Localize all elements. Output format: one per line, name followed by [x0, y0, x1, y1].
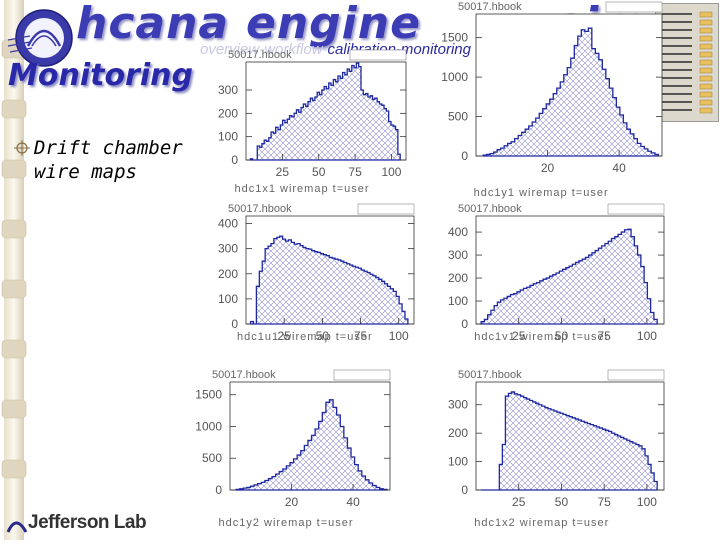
- x-tick-label: 50: [555, 495, 569, 509]
- y-tick-label: 200: [218, 106, 238, 120]
- y-tick-label: 0: [461, 317, 468, 331]
- y-tick-label: 200: [448, 426, 468, 440]
- y-tick-label: 0: [231, 153, 238, 167]
- x-tick-label: 50: [555, 329, 569, 343]
- x-tick-label: 75: [348, 165, 362, 179]
- histogram-svg: 50017.hbook 0 100 200 300 400 25 50 75 100 hdc1v1 …: [448, 203, 665, 343]
- stats-box: [607, 203, 665, 215]
- nav-monitoring[interactable]: monitoring: [400, 41, 471, 58]
- crosshair-bullet-icon: [14, 140, 30, 156]
- y-tick-label: 500: [202, 451, 222, 465]
- histogram-panel: 50017.hbook 0 100 200 300 400 25 50 75 100 hdc1u1 …: [196, 200, 426, 380]
- histogram-header-label: 50017.hbook: [458, 203, 522, 215]
- x-tick-label: 75: [598, 495, 612, 509]
- stats-box: [333, 369, 391, 381]
- histogram-bars: [249, 235, 409, 325]
- y-tick-label: 1500: [441, 31, 468, 45]
- histogram-header-label: 50017.hbook: [212, 369, 276, 381]
- y-tick-label: 300: [448, 398, 468, 412]
- histogram-panel: 50017.hbook 0 500 1000 1500 20 40 hdc1y2 wirema…: [180, 366, 410, 546]
- footer-lab-name: Jefferson Lab: [28, 512, 147, 533]
- stats-box: [607, 369, 665, 381]
- histogram-bars: [481, 391, 658, 491]
- y-tick-label: 200: [218, 267, 238, 281]
- x-tick-label: 100: [381, 165, 401, 179]
- x-tick-label: 100: [637, 329, 657, 343]
- x-tick-label: 25: [512, 495, 526, 509]
- y-tick-label: 300: [218, 242, 238, 256]
- decorative-column: [1, 0, 27, 540]
- x-tick-label: 20: [541, 161, 555, 175]
- nav-overview[interactable]: overview: [200, 41, 260, 58]
- y-tick-label: 400: [448, 225, 468, 239]
- y-tick-label: 1000: [441, 70, 468, 84]
- y-tick-label: 0: [215, 483, 222, 497]
- y-tick-label: 0: [231, 317, 238, 331]
- histogram-panel: 50017.hbook 0 500 1000 1500 20 40 hdc1y1 wirema…: [432, 0, 663, 199]
- histogram-bars: [249, 62, 401, 161]
- histogram-bars: [235, 399, 388, 491]
- nav-workflow[interactable]: workflow: [264, 41, 323, 58]
- stats-box: [349, 49, 407, 61]
- y-tick-label: 0: [461, 149, 468, 163]
- histogram-title: hdc1u1 wiremap t=user: [237, 331, 373, 343]
- histogram-svg: 50017.hbook 0 100 200 300 25 50 75 100 hdc1x1 wir…: [218, 49, 407, 195]
- x-tick-label: 40: [612, 161, 626, 175]
- y-tick-label: 400: [218, 217, 238, 231]
- histogram-title: hdc1x2 wiremap t=user: [474, 517, 609, 529]
- bullet-text: Drift chamber wire maps: [34, 137, 183, 183]
- histogram-bars: [480, 228, 658, 325]
- histogram-header-label: 50017.hbook: [458, 1, 522, 13]
- y-tick-label: 500: [448, 110, 468, 124]
- histogram-title: hdc1y1 wiremap t=user: [474, 187, 609, 199]
- x-tick-label: 20: [285, 495, 299, 509]
- lab-seal-logo: [7, 9, 73, 67]
- x-tick-label: 100: [389, 329, 409, 343]
- header-word-hcana: hcana: [76, 0, 230, 49]
- y-tick-label: 100: [448, 294, 468, 308]
- x-tick-label: 75: [598, 329, 612, 343]
- histogram-svg: 50017.hbook 0 500 1000 1500 20 40 hdc1y2 wirema…: [195, 369, 391, 529]
- slide-title: Monitoring: [8, 58, 193, 93]
- x-tick-label: 25: [512, 329, 526, 343]
- y-tick-label: 1000: [195, 419, 222, 433]
- histogram-svg: 50017.hbook 0 100 200 300 400 25 50 75 100 hdc1u1 …: [218, 203, 415, 343]
- stats-box: [357, 203, 415, 215]
- x-tick-label: 50: [312, 165, 326, 179]
- y-tick-label: 300: [218, 83, 238, 97]
- x-tick-label: 40: [346, 495, 360, 509]
- histogram-panel: 50017.hbook 0 100 200 300 25 50 75 100 hdc1x2 wir…: [432, 366, 665, 546]
- y-tick-label: 200: [448, 271, 468, 285]
- stats-box: [605, 1, 663, 13]
- nav-sep: -: [395, 41, 401, 58]
- y-tick-label: 100: [218, 130, 238, 144]
- header-word-engine: engine: [246, 0, 421, 49]
- x-tick-label: 50: [316, 329, 330, 343]
- histogram-header-label: 50017.hbook: [228, 49, 292, 61]
- section-nav: overview-workflow-calibration-monitoring: [200, 41, 471, 58]
- histogram-panel: 50017.hbook 0 100 200 300 400 25 50 75 100 hdc1v1 …: [432, 200, 665, 380]
- control-panel-thumbnail: [655, 3, 719, 122]
- y-tick-label: 100: [448, 455, 468, 469]
- histogram-panel: 50017.hbook 0 100 200 300 25 50 75 100 hdc1x1 wir…: [196, 44, 426, 224]
- histogram-header-label: 50017.hbook: [228, 203, 292, 215]
- histogram-header-label: 50017.hbook: [458, 369, 522, 381]
- x-tick-label: 75: [354, 329, 368, 343]
- x-tick-label: 100: [637, 495, 657, 509]
- y-tick-label: 1500: [195, 388, 222, 402]
- x-tick-label: 25: [276, 165, 290, 179]
- histogram-title: hdc1y2 wiremap t=user: [218, 517, 353, 529]
- y-tick-label: 300: [448, 248, 468, 262]
- y-tick-label: 0: [461, 483, 468, 497]
- nav-sep: -: [259, 41, 265, 58]
- x-tick-label: 25: [278, 329, 292, 343]
- histogram-bars: [482, 27, 660, 157]
- histogram-title: hdc1v1 wiremap t=user: [474, 331, 609, 343]
- histogram-title: hdc1x1 wiremap t=user: [234, 183, 369, 195]
- nav-sep: -: [322, 41, 328, 58]
- y-tick-label: 100: [218, 292, 238, 306]
- histogram-svg: 50017.hbook 0 100 200 300 25 50 75 100 hdc1x2 wir…: [448, 369, 665, 529]
- jefferson-lab-logo-icon: [6, 521, 28, 533]
